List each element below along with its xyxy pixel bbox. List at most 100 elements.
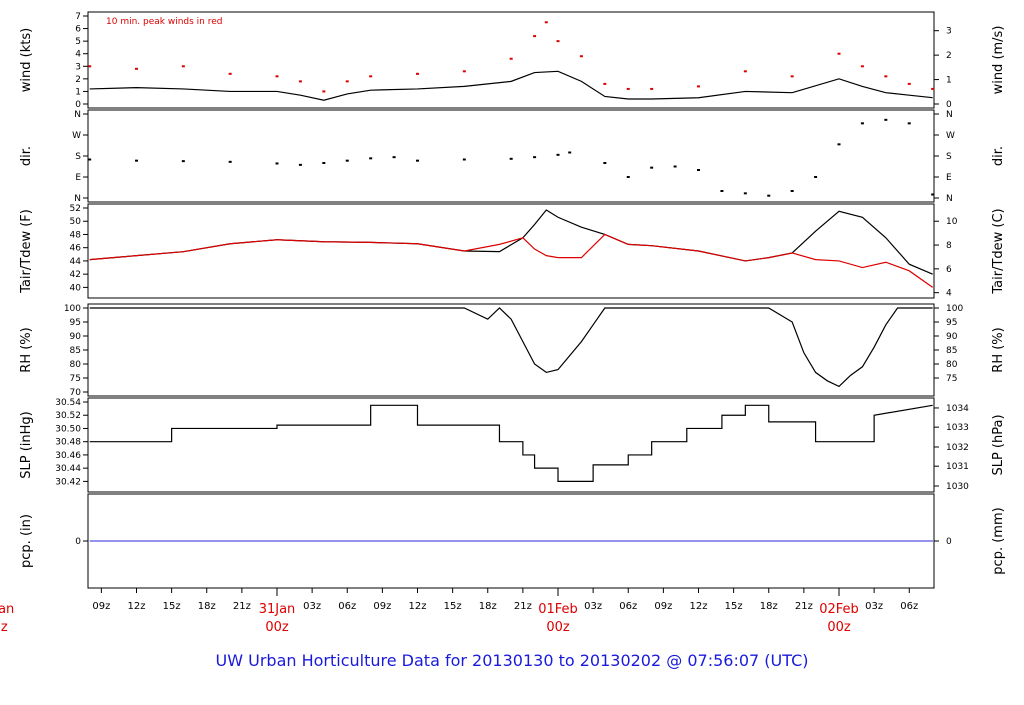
data-point <box>860 65 864 68</box>
x-day-label-date: 02Feb <box>819 602 859 617</box>
data-point <box>509 157 513 160</box>
data-point <box>345 159 349 162</box>
left-tick-label: 6 <box>75 25 81 35</box>
data-point <box>884 75 888 78</box>
x-day-label-date: 30Jan <box>0 602 14 617</box>
left-tick-label: 30.52 <box>55 411 81 421</box>
left-tick-label: 0 <box>75 537 81 547</box>
data-point <box>837 143 841 146</box>
y-axis-label-left: pcp. (in) <box>19 514 34 568</box>
x-day-label-date: 01Feb <box>538 602 578 617</box>
right-tick-label: N <box>946 194 953 204</box>
data-point <box>135 67 138 70</box>
left-tick-label: 0 <box>75 100 81 110</box>
left-tick-label: E <box>75 173 81 183</box>
right-tick-label: 1032 <box>946 443 969 453</box>
data-point <box>533 156 537 159</box>
panel-frame <box>87 109 935 203</box>
right-tick-label: 95 <box>946 318 957 328</box>
left-tick-label: 30.54 <box>55 398 81 408</box>
data-point <box>275 75 279 78</box>
right-tick-label: S <box>946 152 952 162</box>
data-point <box>298 163 302 166</box>
data-point <box>814 176 818 178</box>
data-point <box>228 160 232 163</box>
left-tick-label: 7 <box>75 12 81 22</box>
left-tick-label: 50 <box>70 217 82 227</box>
left-tick-label: 3 <box>75 62 81 72</box>
panel-frame <box>87 203 935 299</box>
data-point <box>673 165 677 168</box>
data-point <box>533 35 537 38</box>
data-point <box>275 162 279 165</box>
y-axis-label-left: Tair/Tdew (F) <box>19 209 34 294</box>
x-tick-label: 15z <box>725 601 743 612</box>
left-tick-label: 52 <box>70 204 81 214</box>
left-tick-label: 30.42 <box>55 477 81 487</box>
x-tick-label: 12z <box>128 601 146 612</box>
data-point <box>369 157 373 160</box>
left-tick-label: 95 <box>70 318 81 328</box>
left-tick-label: 30.48 <box>55 438 81 448</box>
panel-wind: 0 1 2 3 4 5 6 7 0 1 2 3 wind (kts) wind (m/s) 10 min. … <box>19 11 1006 110</box>
data-point <box>462 158 466 161</box>
y-axis-label-right: Tair/Tdew (C) <box>991 208 1006 294</box>
x-tick-label: 15z <box>163 601 181 612</box>
panel-frame <box>87 11 935 109</box>
x-tick-label: 09z <box>654 601 672 612</box>
data-point <box>860 122 864 125</box>
x-tick-label: 18z <box>479 601 497 612</box>
data-point <box>544 21 548 24</box>
right-tick-label: N <box>946 110 953 120</box>
left-tick-label: 42 <box>70 270 81 280</box>
data-point <box>603 82 607 85</box>
data-point <box>181 160 185 163</box>
x-day-label-time: 00z <box>265 620 289 635</box>
x-day-label-time: 00z <box>546 620 570 635</box>
right-tick-label: 4 <box>946 289 952 299</box>
left-tick-label: 48 <box>70 230 82 240</box>
left-tick-label: 100 <box>64 304 81 314</box>
data-point <box>228 72 232 75</box>
left-tick-label: 30.46 <box>55 451 81 461</box>
x-tick-label: 06z <box>619 601 637 612</box>
series-line <box>89 404 933 482</box>
left-tick-label: 44 <box>70 257 82 267</box>
data-point <box>743 192 747 195</box>
data-point <box>392 156 396 159</box>
panel-slp: 30.42 30.44 30.46 30.48 30.50 30.52 30.54 1030 1… <box>19 397 1006 493</box>
data-point <box>88 65 92 68</box>
panel-frame <box>87 397 935 493</box>
left-tick-label: 80 <box>70 360 82 370</box>
x-day-label-time: 00z <box>0 620 8 635</box>
x-tick-label: 09z <box>92 601 110 612</box>
y-axis-label-left: dir. <box>19 146 34 166</box>
x-tick-label: 15z <box>444 601 462 612</box>
left-tick-label: 1 <box>75 87 81 97</box>
wind-annotation: 10 min. peak winds in red <box>106 17 223 27</box>
data-point <box>626 87 630 90</box>
data-point <box>322 162 326 164</box>
left-tick-label: 30.50 <box>55 424 81 434</box>
x-tick-label: 21z <box>795 601 813 612</box>
series-line <box>89 307 933 388</box>
right-tick-label: W <box>946 131 955 141</box>
right-tick-label: 85 <box>946 346 957 356</box>
series-line-tdew <box>89 233 934 288</box>
data-point <box>462 70 466 73</box>
left-tick-label: 85 <box>70 346 81 356</box>
left-tick-label: W <box>72 131 81 141</box>
data-point <box>697 169 700 171</box>
right-tick-label: 3 <box>946 27 952 37</box>
data-point <box>135 159 138 162</box>
left-tick-label: 75 <box>70 374 81 384</box>
right-tick-label: 100 <box>946 304 963 314</box>
x-tick-label: 21z <box>514 601 532 612</box>
y-axis-label-left: SLP (inHg) <box>19 411 34 479</box>
y-axis-label-left: RH (%) <box>19 327 34 372</box>
data-point <box>345 80 349 83</box>
left-tick-label: 5 <box>75 37 81 47</box>
y-axis-label-right: dir. <box>991 146 1006 166</box>
